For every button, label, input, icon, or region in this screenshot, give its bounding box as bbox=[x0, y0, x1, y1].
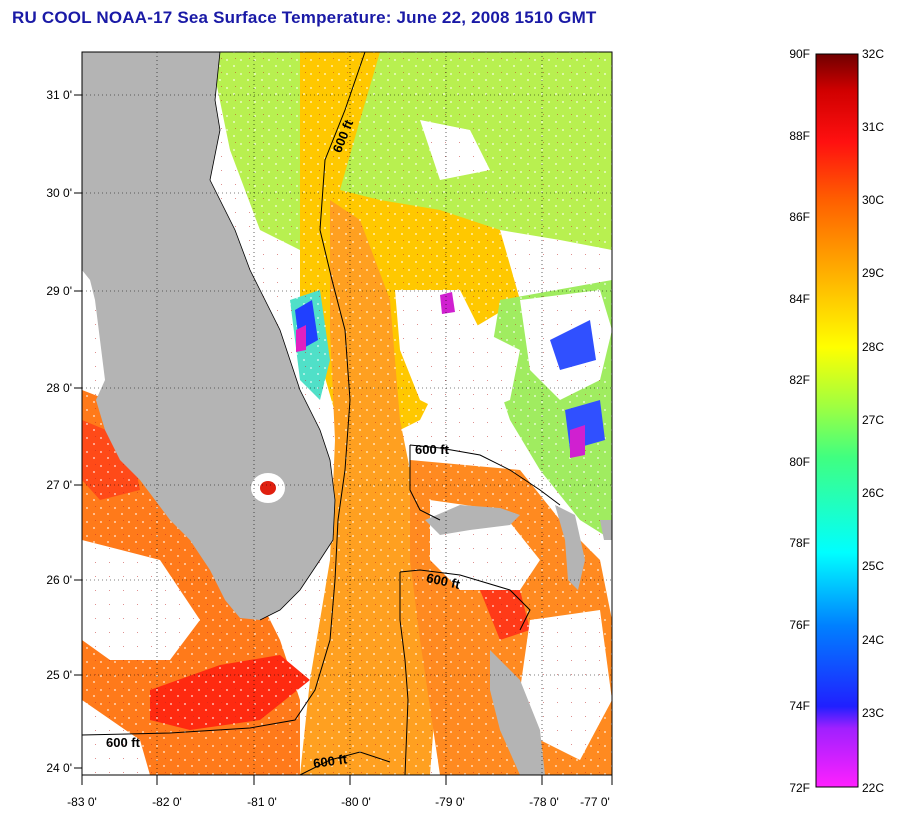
lon-labels: -83 0' -82 0' -81 0' -80 0' -79 0' -78 0… bbox=[67, 795, 610, 809]
colorbar-f-label: 76F bbox=[789, 618, 810, 632]
contour-label: 600 ft bbox=[415, 442, 450, 457]
panhandle-land bbox=[82, 52, 190, 260]
lat-label: 26 0' bbox=[46, 573, 72, 587]
colorbar-c-label: 26C bbox=[862, 486, 884, 500]
sst-magenta-patch-3 bbox=[570, 425, 585, 458]
sst-magenta-patch-1 bbox=[296, 325, 306, 352]
colorbar-f-label: 80F bbox=[789, 455, 810, 469]
lon-label: -81 0' bbox=[247, 795, 277, 809]
coastline bbox=[209, 52, 336, 621]
colorbar-c-label: 29C bbox=[862, 266, 884, 280]
colorbar-c-label: 23C bbox=[862, 706, 884, 720]
contour-label: 600 ft bbox=[106, 735, 141, 750]
lat-label: 28 0' bbox=[46, 381, 72, 395]
colorbar-f-label: 82F bbox=[789, 373, 810, 387]
colorbar-f-label: 72F bbox=[789, 781, 810, 795]
lon-label: -83 0' bbox=[67, 795, 97, 809]
colorbar-c-label: 24C bbox=[862, 633, 884, 647]
lon-label: -78 0' bbox=[529, 795, 559, 809]
colorbar-c-label: 31C bbox=[862, 120, 884, 134]
colorbar-f-label: 78F bbox=[789, 536, 810, 550]
contour-600ft-tongue bbox=[399, 569, 531, 775]
colorbar-c-label: 27C bbox=[862, 413, 884, 427]
lake-okeechobee-sst bbox=[260, 481, 276, 495]
grand-bahama bbox=[425, 505, 520, 535]
map-border bbox=[81, 51, 613, 776]
lat-label: 25 0' bbox=[46, 668, 72, 682]
eleuthera-island bbox=[600, 520, 612, 540]
lat-label: 27 0' bbox=[46, 478, 72, 492]
axis-ticks bbox=[74, 94, 613, 785]
map-title: RU COOL NOAA-17 Sea Surface Temperature:… bbox=[12, 8, 597, 27]
sst-magenta-patch-2 bbox=[440, 292, 455, 314]
contour-600ft-south bbox=[299, 751, 391, 775]
contour-600ft-bahama bbox=[409, 444, 561, 521]
colorbar bbox=[815, 53, 859, 788]
colorbar-f-label: 90F bbox=[789, 47, 810, 61]
colorbar-f-label: 86F bbox=[789, 210, 810, 224]
abaco-island bbox=[555, 505, 585, 590]
colorbar-c-label: 30C bbox=[862, 193, 884, 207]
andros-island bbox=[490, 650, 545, 775]
colorbar-f-label: 88F bbox=[789, 129, 810, 143]
lon-label: -77 0' bbox=[580, 795, 610, 809]
lat-label: 24 0' bbox=[46, 761, 72, 775]
sst-blue-patch-2 bbox=[550, 320, 596, 370]
lon-label: -80 0' bbox=[341, 795, 371, 809]
contour-label: 600 ft bbox=[425, 570, 462, 592]
colorbar-c-label: 22C bbox=[862, 781, 884, 795]
contour-label: 600 ft bbox=[312, 751, 348, 771]
lat-label: 31 0' bbox=[46, 88, 72, 102]
lat-label: 30 0' bbox=[46, 186, 72, 200]
lon-label: -82 0' bbox=[152, 795, 182, 809]
colorbar-c-label: 28C bbox=[862, 340, 884, 354]
colorbar-c-label: 32C bbox=[862, 47, 884, 61]
colorbar-c-labels: 32C 31C 30C 29C 28C 27C 26C 25C 24C 23C … bbox=[862, 47, 884, 795]
colorbar-f-labels: 90F 88F 86F 84F 82F 80F 78F 76F 74F 72F bbox=[789, 47, 810, 795]
colorbar-f-label: 84F bbox=[789, 292, 810, 306]
contour-600ft-east-coast bbox=[82, 52, 366, 736]
lon-label: -79 0' bbox=[435, 795, 465, 809]
lat-label: 29 0' bbox=[46, 284, 72, 298]
colorbar-c-label: 25C bbox=[862, 559, 884, 573]
lat-labels: 31 0' 30 0' 29 0' 28 0' 27 0' 26 0' 25 0… bbox=[46, 88, 72, 775]
graticule bbox=[82, 52, 612, 775]
map-image bbox=[82, 52, 612, 775]
colorbar-f-label: 74F bbox=[789, 699, 810, 713]
